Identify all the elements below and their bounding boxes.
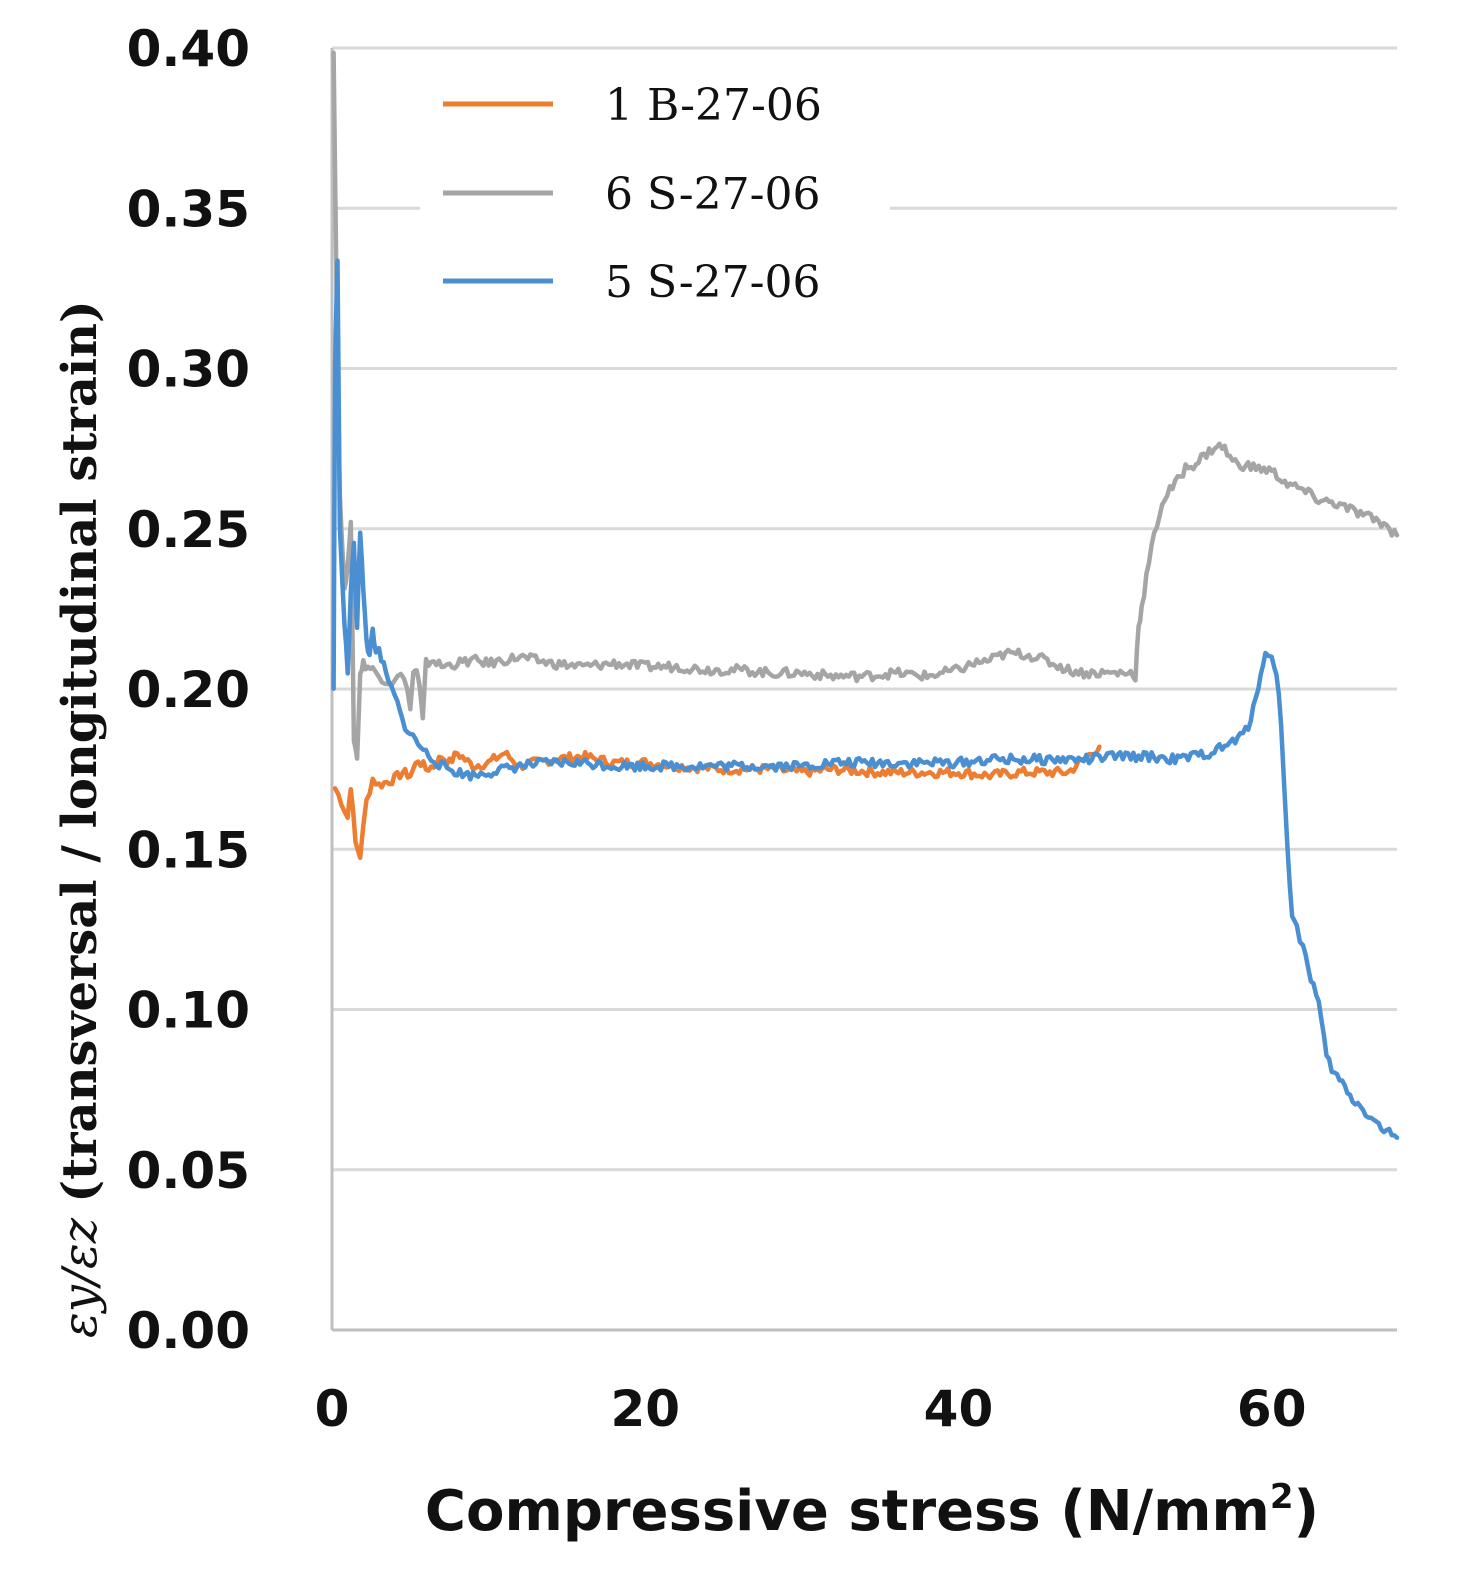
series-line-6-s-27-06: [331, 50, 1400, 761]
legend: 1 B-27-06 6 S-27-06 5 S-27-06: [420, 80, 890, 330]
x-tick-label: 40: [924, 1380, 994, 1438]
y-tick-label: 0.05: [127, 1142, 250, 1200]
legend-background: [420, 80, 890, 330]
series-line-5-s-27-06: [331, 258, 1400, 1140]
axis-labels: Compressive stress (N/mm2) εy/εz (transve…: [52, 300, 1319, 1544]
x-tick-label: 60: [1237, 1380, 1307, 1438]
legend-label: 6 S-27-06: [605, 169, 820, 220]
y-tick-label: 0.20: [127, 661, 250, 719]
x-axis-label: Compressive stress (N/mm2): [425, 1477, 1319, 1544]
y-tick-label: 0.15: [127, 821, 250, 879]
axes: 0.00 0.05 0.10 0.15 0.20 0.25 0.30 0.35 0.40 0 20 4…: [127, 20, 1397, 1438]
y-tick-label: 0.30: [127, 341, 250, 399]
y-tick-label: 0.10: [127, 982, 250, 1040]
y-tick-label: 0.00: [127, 1302, 250, 1360]
series-line-1-b-27-06: [332, 744, 1102, 860]
x-tick-label: 20: [610, 1380, 680, 1438]
legend-label: 5 S-27-06: [605, 257, 820, 308]
y-tick-label: 0.35: [127, 180, 250, 238]
y-axis-label: εy/εz (transversal / longitudinal strain…: [52, 300, 108, 1338]
grid-lines: [332, 46, 1397, 1172]
series-lines: [331, 50, 1400, 1140]
y-tick-label: 0.25: [127, 501, 250, 559]
y-tick-label: 0.40: [127, 20, 250, 78]
x-tick-label: 0: [315, 1380, 350, 1438]
legend-label: 1 B-27-06: [605, 80, 822, 131]
